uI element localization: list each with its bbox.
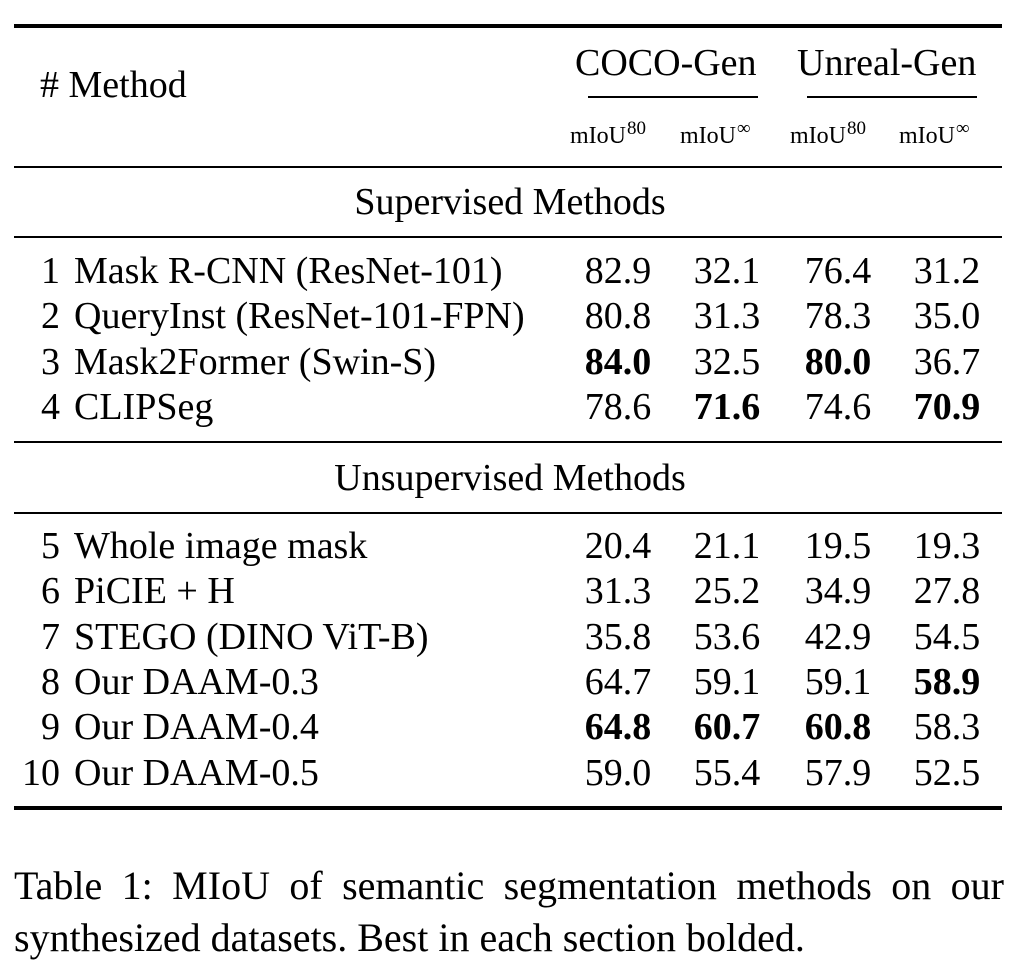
table-cell-value: 64.7 <box>584 661 652 703</box>
row-method-name: Our DAAM-0.4 <box>74 706 319 748</box>
row-index: 9 <box>41 706 60 748</box>
table-cell-value: 19.5 <box>804 525 872 567</box>
row-method-name: Whole image mask <box>74 525 368 567</box>
row-index: 2 <box>41 295 60 337</box>
row-index: 5 <box>41 525 60 567</box>
table-cell-value: 82.9 <box>584 250 652 292</box>
row-method-name: Our DAAM-0.5 <box>74 752 319 794</box>
table-cell-value: 53.6 <box>693 616 761 658</box>
table-cell-value: 27.8 <box>913 570 981 612</box>
table-cell-value: 34.9 <box>804 570 872 612</box>
group-header-unreal-gen: Unreal-Gen <box>797 42 977 84</box>
metric-header-unreal-miou80: mIoU80 <box>790 118 866 149</box>
table-caption: Table 1: MIoU of semantic segmentation m… <box>14 863 1004 960</box>
table-cell-value: 71.6 <box>693 386 761 428</box>
table-cell-value: 25.2 <box>693 570 761 612</box>
header-bottom-rule <box>14 166 1002 168</box>
group-rule-unreal-gen <box>807 96 977 98</box>
row-method-name: CLIPSeg <box>74 386 214 428</box>
table-cell-value: 70.9 <box>913 386 981 428</box>
table-cell-value: 80.8 <box>584 295 652 337</box>
row-method-name: Mask R-CNN (ResNet-101) <box>74 250 503 292</box>
table-cell-value: 31.2 <box>913 250 981 292</box>
table-cell-value: 60.7 <box>693 706 761 748</box>
metric-header-coco-miouinf: mIoU∞ <box>680 118 751 149</box>
row-method-name: STEGO (DINO ViT-B) <box>74 616 429 658</box>
row-method-name: Our DAAM-0.3 <box>74 661 319 703</box>
metric-header-unreal-miouinf: mIoU∞ <box>899 118 970 149</box>
table-cell-value: 54.5 <box>913 616 981 658</box>
row-index: 10 <box>22 752 60 794</box>
group-rule-coco-gen <box>588 96 758 98</box>
table-cell-value: 32.1 <box>693 250 761 292</box>
group-header-coco-gen: COCO-Gen <box>575 42 757 84</box>
table-cell-value: 78.6 <box>584 386 652 428</box>
row-index: 8 <box>41 661 60 703</box>
row-index: 3 <box>41 341 60 383</box>
table-top-rule <box>14 24 1002 28</box>
row-index: 4 <box>41 386 60 428</box>
row-index: 1 <box>41 250 60 292</box>
section-separator-rule <box>14 441 1002 443</box>
table-cell-value: 60.8 <box>804 706 872 748</box>
table-bottom-rule <box>14 806 1002 810</box>
table-cell-value: 80.0 <box>804 341 872 383</box>
table-cell-value: 20.4 <box>584 525 652 567</box>
table-cell-value: 76.4 <box>804 250 872 292</box>
table-cell-value: 52.5 <box>913 752 981 794</box>
table-cell-value: 21.1 <box>693 525 761 567</box>
table-cell-value: 59.1 <box>804 661 872 703</box>
section-rule-supervised <box>14 236 1002 238</box>
table-cell-value: 84.0 <box>584 341 652 383</box>
table-cell-value: 32.5 <box>693 341 761 383</box>
row-method-name: PiCIE + H <box>74 570 235 612</box>
table-cell-value: 31.3 <box>584 570 652 612</box>
table-cell-value: 57.9 <box>804 752 872 794</box>
table-cell-value: 78.3 <box>804 295 872 337</box>
table-cell-value: 42.9 <box>804 616 872 658</box>
table-cell-value: 31.3 <box>693 295 761 337</box>
table-cell-value: 55.4 <box>693 752 761 794</box>
method-column-header: # Method <box>40 64 187 106</box>
section-title-supervised: Supervised Methods <box>354 181 666 223</box>
table-cell-value: 19.3 <box>913 525 981 567</box>
table-cell-value: 59.1 <box>693 661 761 703</box>
row-index: 6 <box>41 570 60 612</box>
metric-header-coco-miou80: mIoU80 <box>570 118 646 149</box>
row-index: 7 <box>41 616 60 658</box>
section-rule-unsupervised <box>14 512 1002 514</box>
section-title-unsupervised: Unsupervised Methods <box>334 457 686 499</box>
table-cell-value: 74.6 <box>804 386 872 428</box>
table-cell-value: 58.3 <box>913 706 981 748</box>
table-cell-value: 35.8 <box>584 616 652 658</box>
row-method-name: QueryInst (ResNet-101-FPN) <box>74 295 525 337</box>
table-cell-value: 58.9 <box>913 661 981 703</box>
row-method-name: Mask2Former (Swin-S) <box>74 341 437 383</box>
table-cell-value: 59.0 <box>584 752 652 794</box>
table-cell-value: 35.0 <box>913 295 981 337</box>
table-cell-value: 36.7 <box>913 341 981 383</box>
table-cell-value: 64.8 <box>584 706 652 748</box>
